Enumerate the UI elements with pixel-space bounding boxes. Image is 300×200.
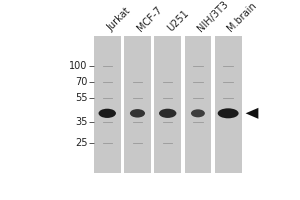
Text: U251: U251: [165, 8, 191, 33]
Text: 100: 100: [69, 61, 88, 71]
Ellipse shape: [130, 109, 145, 118]
Bar: [124, 36, 151, 173]
Polygon shape: [246, 108, 258, 119]
Text: MCF-7: MCF-7: [135, 5, 164, 33]
Ellipse shape: [191, 109, 205, 117]
Ellipse shape: [218, 108, 238, 118]
Text: NIH/3T3: NIH/3T3: [196, 0, 230, 33]
Ellipse shape: [159, 109, 176, 118]
Text: Jurkat: Jurkat: [105, 6, 132, 33]
Bar: [184, 36, 211, 173]
Text: 35: 35: [75, 117, 88, 127]
Bar: [94, 36, 121, 173]
Text: 25: 25: [75, 138, 88, 148]
Bar: [154, 36, 181, 173]
Text: M.brain: M.brain: [226, 0, 259, 33]
Ellipse shape: [98, 109, 116, 118]
Text: 70: 70: [75, 77, 88, 87]
Text: 55: 55: [75, 93, 88, 103]
Bar: [215, 36, 242, 173]
